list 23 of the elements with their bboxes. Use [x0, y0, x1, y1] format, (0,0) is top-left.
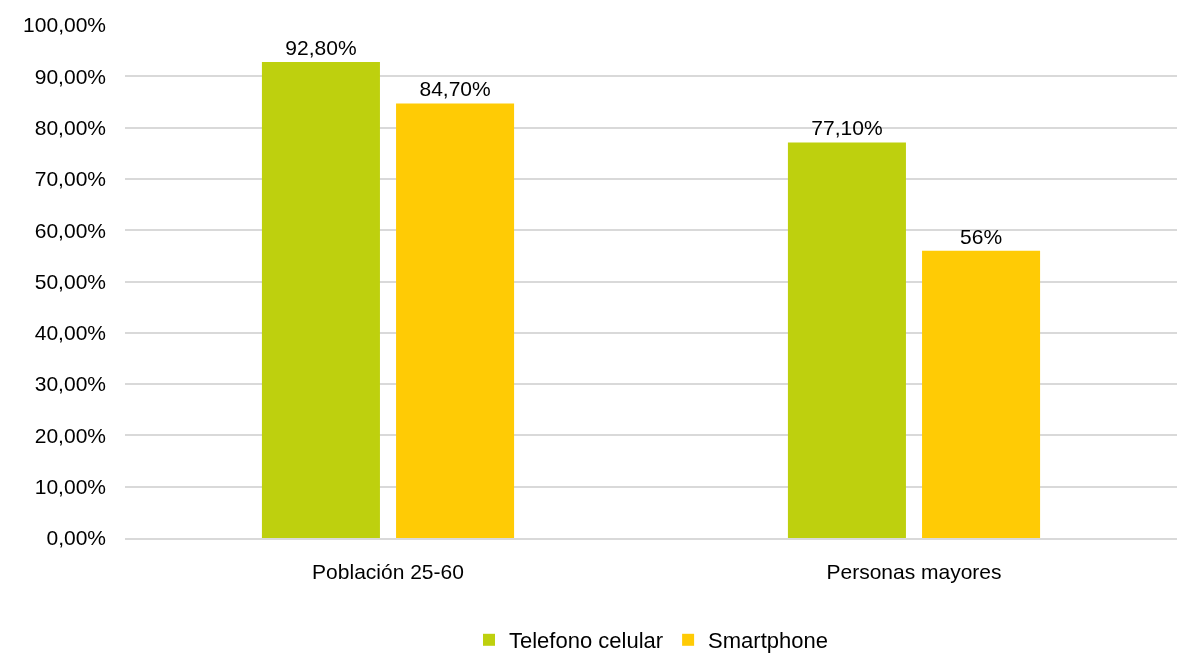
y-tick-label: 60,00%	[34, 218, 106, 242]
data-label: 77,10%	[811, 116, 883, 140]
y-tick-label: 40,00%	[34, 321, 106, 345]
x-tick-label: Población 25-60	[312, 560, 464, 584]
bar	[396, 103, 515, 538]
bar	[787, 142, 906, 538]
y-tick-label: 100,00%	[23, 13, 106, 37]
y-tick-label: 30,00%	[34, 372, 106, 396]
y-tick-label: 80,00%	[34, 115, 106, 139]
y-tick-label: 0,00%	[46, 526, 106, 550]
y-tick-label: 90,00%	[34, 64, 106, 88]
data-label: 56%	[960, 224, 1003, 248]
y-tick-label: 10,00%	[34, 475, 106, 499]
legend-label: Telefono celular	[509, 628, 664, 654]
y-tick-label: 20,00%	[34, 423, 106, 447]
data-label: 84,70%	[419, 77, 491, 101]
legend-label: Smartphone	[708, 628, 828, 654]
x-tick-label: Personas mayores	[826, 560, 1002, 584]
bar	[922, 250, 1041, 538]
y-tick-label: 50,00%	[34, 269, 106, 293]
data-label: 92,80%	[285, 35, 357, 59]
bar	[261, 61, 380, 538]
y-tick-label: 70,00%	[34, 167, 106, 191]
